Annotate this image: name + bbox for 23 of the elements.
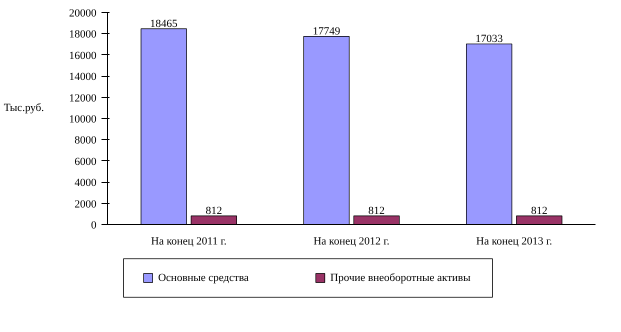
data-label: 17749: [312, 25, 341, 38]
y-tick-label: 4000: [74, 177, 97, 190]
y-tick-label: 10000: [69, 114, 97, 126]
data-label: 17033: [475, 32, 504, 45]
x-tick-label: На конец 2011 г.: [151, 236, 227, 248]
y-tick-label: 0: [91, 220, 97, 232]
legend-label: Прочие внеоборотные активы: [330, 272, 472, 284]
y-tick-label: 12000: [69, 92, 97, 104]
y-tick-label: 8000: [74, 134, 97, 147]
y-tick-label: 16000: [69, 50, 97, 62]
y-axis-title: Тыс.руб.: [4, 102, 44, 114]
y-tick-label: 2000: [74, 198, 97, 210]
legend-label: Основные средства: [158, 272, 249, 284]
data-label: 812: [206, 204, 222, 217]
data-label: 812: [530, 204, 548, 217]
x-tick-label: На конец 2013 г.: [476, 236, 552, 248]
data-label: 812: [368, 204, 385, 217]
x-tick-label: На конец 2012 г.: [313, 236, 390, 248]
data-label: 18465: [150, 18, 178, 30]
y-tick-label: 18000: [69, 28, 97, 41]
y-tick-label: 20000: [69, 8, 97, 20]
y-tick-label: 6000: [74, 156, 97, 168]
y-tick-label: 14000: [69, 71, 97, 84]
